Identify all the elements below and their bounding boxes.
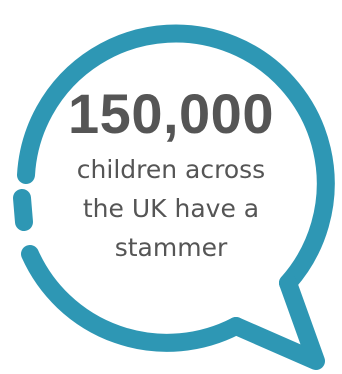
caption-line: children across xyxy=(76,155,266,184)
caption-line: the UK have a xyxy=(82,194,260,223)
bubble-tail xyxy=(227,274,325,370)
caption-line: stammer xyxy=(114,233,228,262)
stat-value: 150,000 xyxy=(68,82,274,145)
stat-caption: children across the UK have a stammer xyxy=(0,150,342,267)
bubble-outline-dash xyxy=(13,189,33,231)
bubble-outline-lower xyxy=(21,245,245,352)
bubble-outline xyxy=(17,24,335,292)
